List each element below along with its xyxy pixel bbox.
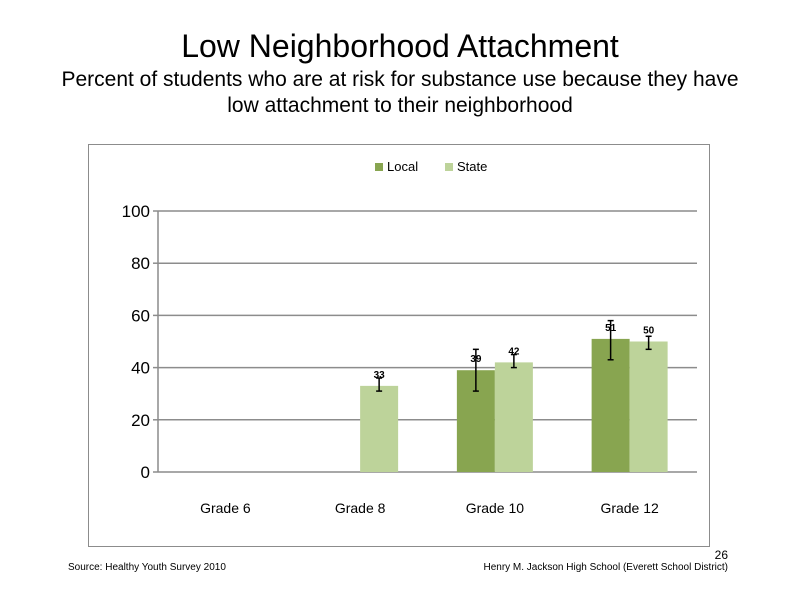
school-name: Henry M. Jackson High School (Everett Sc…	[483, 562, 728, 573]
bar-state	[629, 341, 668, 472]
bar-chart: 0 20 40 60 80 100 Grade 6 Grade 8 33 Grade 10 39 42…	[122, 159, 697, 516]
y-tick-label: 100	[122, 202, 150, 221]
source-note: Source: Healthy Youth Survey 2010	[68, 562, 226, 573]
x-tick-label: Grade 12	[600, 500, 659, 516]
bar-state	[494, 362, 533, 472]
data-label: 33	[374, 370, 386, 381]
data-label: 50	[643, 326, 655, 337]
chart-frame: 0 20 40 60 80 100 Grade 6 Grade 8 33 Grade 10 39 42…	[88, 144, 710, 547]
y-tick-label: 60	[131, 306, 150, 325]
slide-title: Low Neighborhood Attachment	[181, 28, 619, 64]
data-label: 39	[470, 354, 482, 365]
x-tick-label: Grade 10	[466, 500, 525, 516]
data-label: 51	[605, 323, 617, 334]
slide-subtitle: Percent of students who are at risk for …	[61, 68, 739, 117]
x-tick-label: Grade 6	[200, 500, 251, 516]
y-tick-label: 40	[131, 359, 150, 378]
y-tick-label: 0	[141, 463, 150, 482]
legend-label-local: Local	[387, 159, 418, 174]
legend-swatch-local	[375, 163, 383, 171]
x-tick-label: Grade 8	[335, 500, 386, 516]
y-tick-label: 20	[131, 411, 150, 430]
bar-state	[360, 385, 399, 472]
bar-local	[591, 338, 630, 472]
legend-label-state: State	[457, 159, 487, 174]
y-tick-label: 80	[131, 254, 150, 273]
legend-swatch-state	[445, 163, 453, 171]
data-label: 42	[508, 346, 520, 357]
page-number: 26	[714, 548, 728, 562]
